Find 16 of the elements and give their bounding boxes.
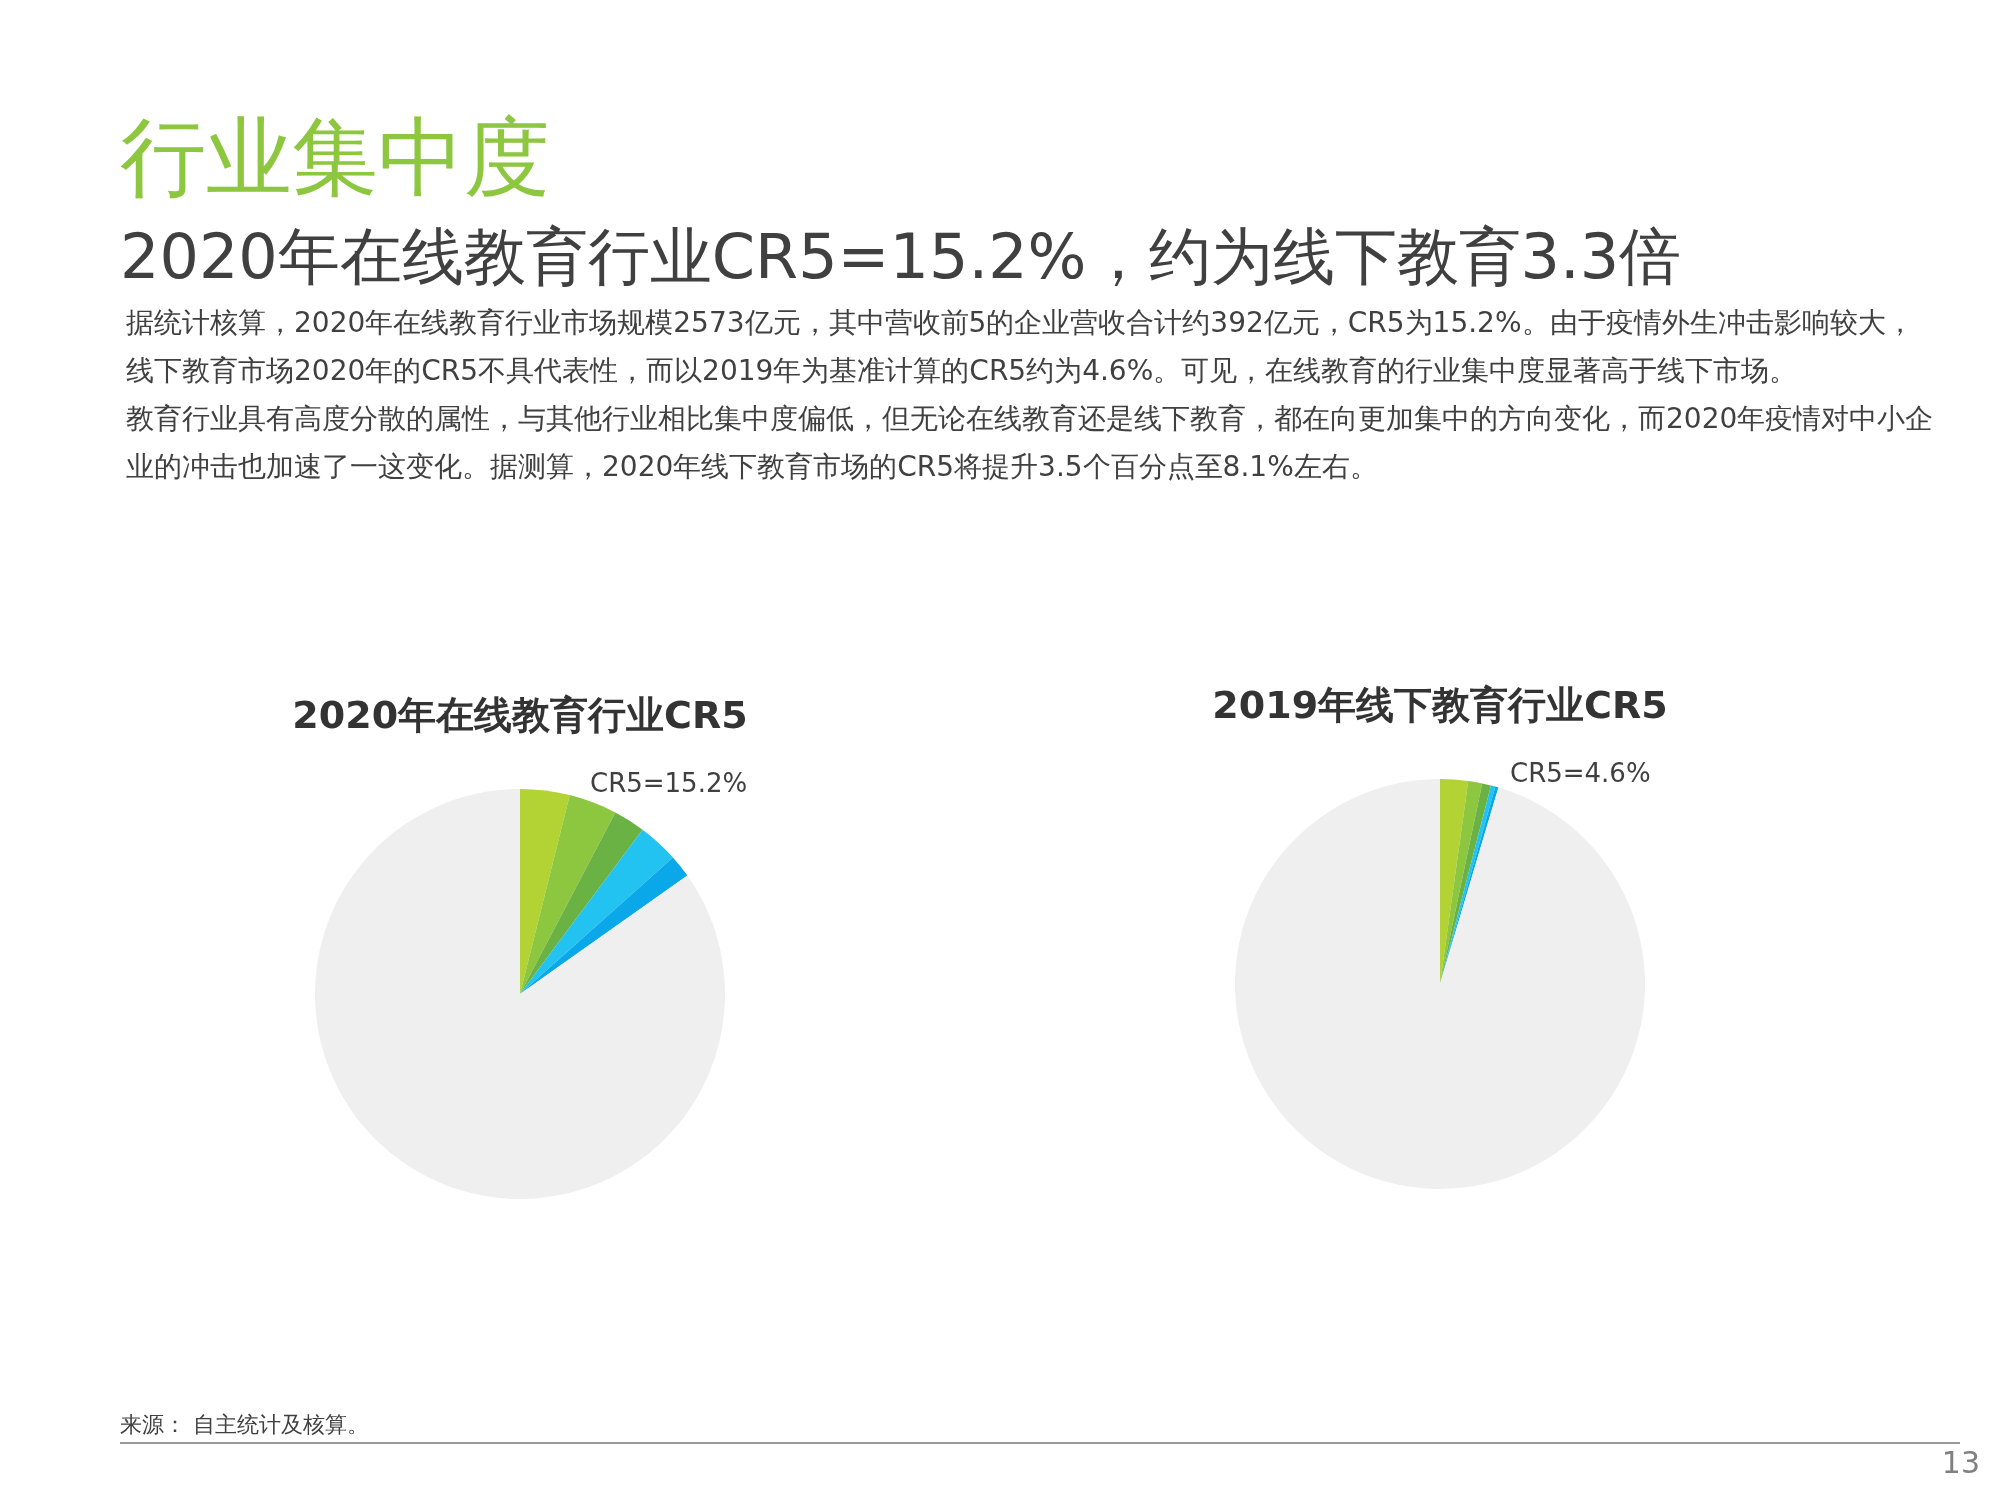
- pie-slice: [520, 857, 688, 994]
- pie-slice: [520, 789, 570, 994]
- pie-slice: [520, 795, 616, 994]
- text: CR5=4.6%: [1510, 758, 1651, 788]
- source-note: 来源： 自主统计及核算。: [120, 1411, 369, 1439]
- pie-slice: [1440, 780, 1483, 984]
- text: 据统计核算，2020年在线教育行业市场规模2573亿元，其中营收前5的企业营收合计约392亿元，CR5为15.2%。由于疫情外生冲击影响较大，线下教育市场2020年的CR5不具代表性，而以2019年为基准计算的CR5约为4.6%。可见，在线教育的行业集中度显著高于线下市场。: [126, 304, 1915, 389]
- text: 13: [1941, 1445, 1980, 1480]
- pie-slice: [520, 829, 673, 994]
- text: 行业集中度: [120, 107, 551, 207]
- pie-slice: [520, 812, 643, 994]
- text: CR5=15.2%: [590, 768, 748, 798]
- text: 教育行业具有高度分散的属性，与其他行业相比集中度偏低，但无论在线教育还是线下教育，都在向更加集中的方向变化，而2020年疫情对中小企业的冲击也加速了一这变化。据测算，2020年线下教育市场的CR5将提升3.5个百分点至8.1%左右。: [126, 400, 1935, 485]
- chart-title: 2020年在线教育行业CR5: [291, 692, 749, 739]
- chart-title: 2019年线下教育行业CR5: [1211, 682, 1669, 729]
- text: 2020年在线教育行业CR5=15.2%，约为线下教育3.3倍: [120, 218, 1683, 295]
